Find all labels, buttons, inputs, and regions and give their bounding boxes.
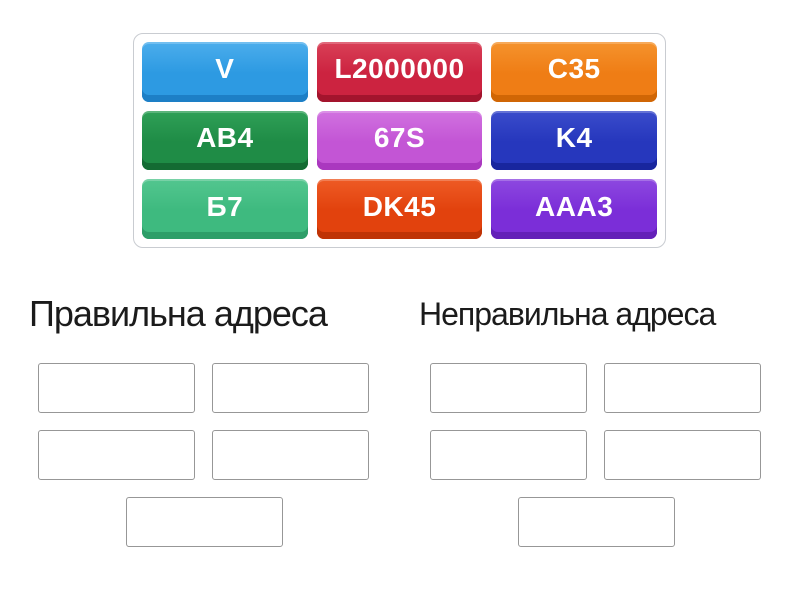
tile-tray: V L2000000 C35 AB4 67S K4 Б7 DK45 AAA3 [133,33,666,248]
drop-slot[interactable] [604,363,761,413]
tile-v[interactable]: V [142,42,308,102]
drop-slot[interactable] [517,497,675,547]
group-title-correct: Правильна адреса [29,293,328,334]
drop-slot[interactable] [38,430,195,480]
drop-slot[interactable] [38,363,195,413]
group-title-incorrect: Неправильна адреса [419,296,716,332]
tile-ab4[interactable]: AB4 [142,110,308,171]
drop-zone-correct [38,363,370,547]
drop-slot[interactable] [430,363,587,413]
tile-l2000000[interactable]: L2000000 [316,42,483,102]
drop-slot[interactable] [430,430,587,480]
tile-b7[interactable]: Б7 [142,179,308,239]
drop-slot[interactable] [604,430,761,480]
tile-67s[interactable]: 67S [316,110,483,171]
tile-k4[interactable]: K4 [491,110,657,171]
drop-zone-incorrect [430,363,762,547]
tile-dk45[interactable]: DK45 [316,179,483,239]
drop-slot[interactable] [125,497,283,547]
tile-aaa3[interactable]: AAA3 [491,179,657,239]
tile-c35[interactable]: C35 [491,42,657,102]
drop-slot[interactable] [212,430,369,480]
drop-slot[interactable] [212,363,369,413]
